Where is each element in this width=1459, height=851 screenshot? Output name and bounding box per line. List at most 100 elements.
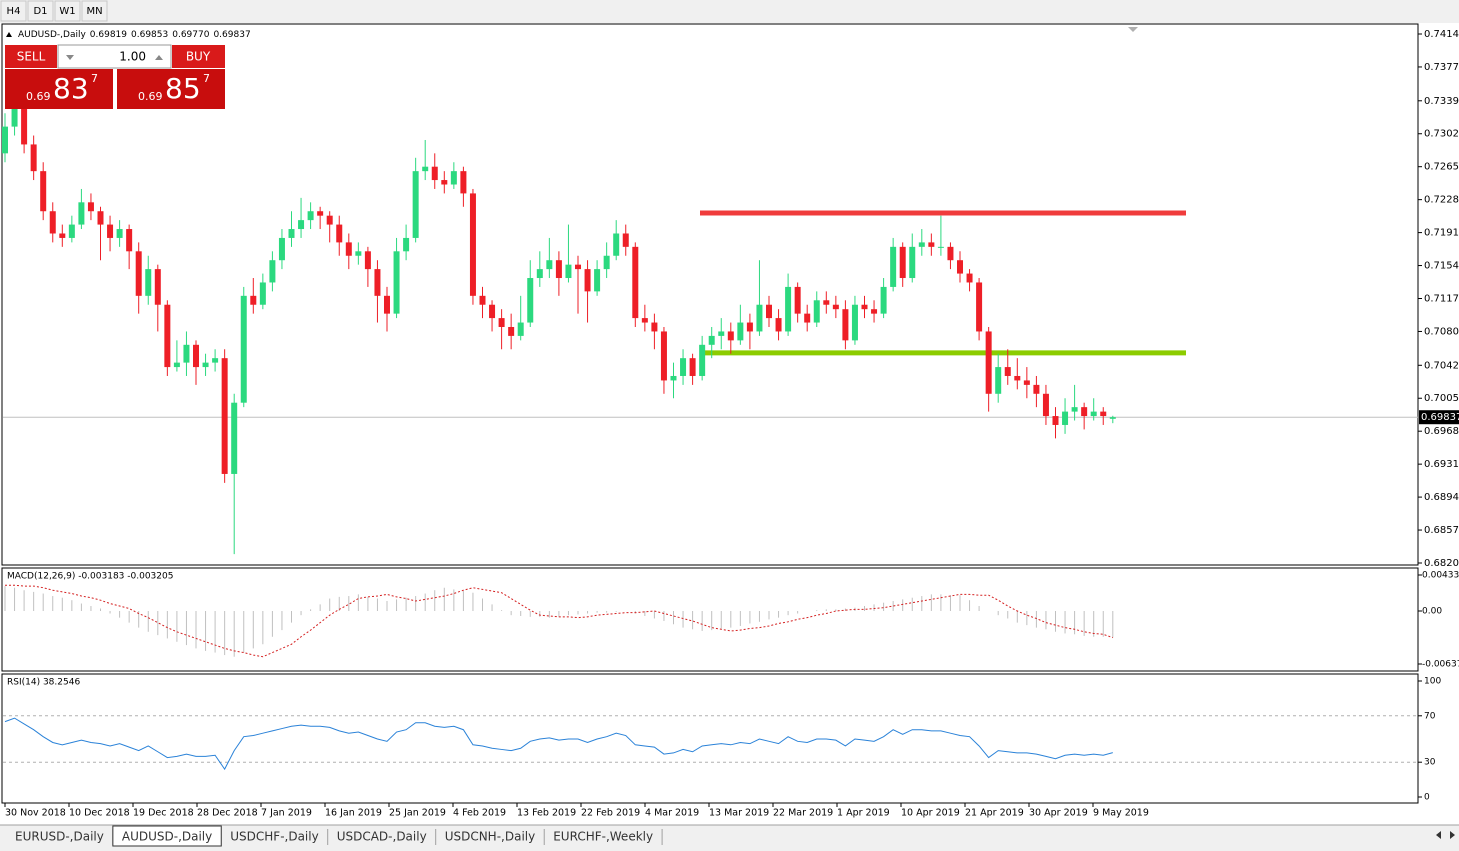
tab-scroll-arrows[interactable] [1436,831,1455,839]
candle-body [613,233,620,256]
bid-small[interactable]: 7 [91,72,98,85]
candle-body [947,246,954,261]
candle-body [403,237,410,252]
candle-body [622,233,629,247]
candle-body [269,260,276,283]
candle-body [374,269,381,296]
bid-box[interactable] [5,69,113,109]
candle-body [603,255,610,270]
tab-label[interactable]: EURCHF-,Weekly [553,830,653,844]
candle-body [126,229,133,252]
candle-body [212,358,219,363]
macd-label: MACD(12,26,9) -0.003183 -0.003205 [7,572,173,582]
timeframe-button[interactable] [27,0,54,22]
candle-body [804,313,811,323]
ask-prefix[interactable]: 0.69 [138,90,163,103]
candle-body [173,362,180,368]
candle-body [775,318,782,332]
candle-body [1052,416,1059,425]
candle-body [469,193,476,296]
candle-body [221,358,228,474]
x-tick-label: 22 Feb 2019 [581,808,640,819]
main-chart-frame [1,23,1419,566]
candle-body [1081,407,1088,417]
tab-label[interactable]: USDCHF-,Daily [230,830,318,844]
candle-body [699,344,706,376]
timeframe-button[interactable] [81,0,108,22]
lot-up[interactable] [155,55,163,60]
lot-box[interactable] [57,44,172,69]
candle-body [966,273,973,283]
candle-body [766,304,772,319]
candle-body [250,295,257,305]
lot-down[interactable] [66,55,74,60]
tab-label[interactable]: EURUSD-,Daily [15,830,104,844]
timeframe-label[interactable]: W1 [59,6,75,17]
candle-body [1042,393,1049,417]
tab-label[interactable]: USDCNH-,Daily [445,830,536,844]
candle-body [746,322,753,332]
candle-body [937,246,944,248]
candle-body [68,224,75,238]
candle-body [384,295,390,314]
x-tick-label: 28 Dec 2018 [197,808,258,819]
x-tick-label: 30 Nov 2018 [5,808,66,819]
ohlc-value: 0.69770 [172,30,209,40]
candle-body [40,171,47,212]
x-tick-label: 10 Dec 2018 [69,808,130,819]
sell-button[interactable] [5,45,57,68]
x-tick-label: 30 Apr 2019 [1029,808,1088,819]
tab-label[interactable]: USDCAD-,Daily [337,830,427,844]
tab-label[interactable]: AUDUSD-,Daily [122,830,212,844]
ask-box[interactable] [117,69,225,109]
y-tick-label: 0 [1424,793,1430,803]
candle-body [393,251,400,314]
x-tick-label: 9 May 2019 [1093,808,1149,819]
timeframe-label[interactable]: H4 [7,6,21,17]
buy-label[interactable]: BUY [186,50,211,64]
last-price-box [1419,410,1459,425]
candle-body [842,309,849,341]
ohlc-value: 0.69837 [213,30,250,40]
candle-body [355,251,362,256]
rsi-frame [1,673,1419,804]
candle-body [680,358,687,376]
candle-body [546,260,553,270]
candle-body [479,295,486,305]
timeframe-label[interactable]: D1 [33,6,47,17]
sell-label[interactable]: SELL [17,50,46,64]
ask-small[interactable]: 7 [203,72,210,85]
candle-body [641,318,648,323]
candle-body [326,215,333,225]
bid-big[interactable]: 83 [53,72,89,105]
candle-body [1023,380,1030,385]
buy-button[interactable] [172,45,225,68]
candle-body [890,246,897,287]
active-tab[interactable] [112,825,222,847]
candle-body [995,367,1002,394]
timeframe-button[interactable] [0,0,27,22]
candle-body [317,211,324,216]
candle-body [345,242,352,256]
candle-body [1062,411,1069,425]
y-tick-label: -0.006375 [1422,660,1459,670]
candle-body [594,269,601,292]
ask-big[interactable]: 85 [165,72,201,105]
candle-body [957,260,963,274]
candle-body [861,304,868,310]
lot-value[interactable]: 1.00 [119,50,146,64]
bid-prefix[interactable]: 0.69 [26,90,51,103]
timeframe-button[interactable] [54,0,81,22]
x-tick-label: 25 Jan 2019 [389,808,446,819]
candle-body [508,326,515,336]
candle-body [565,264,572,279]
y-tick-label: 0.004331 [1422,571,1459,581]
timeframe-label[interactable]: MN [86,6,102,17]
candle-body [59,233,66,238]
